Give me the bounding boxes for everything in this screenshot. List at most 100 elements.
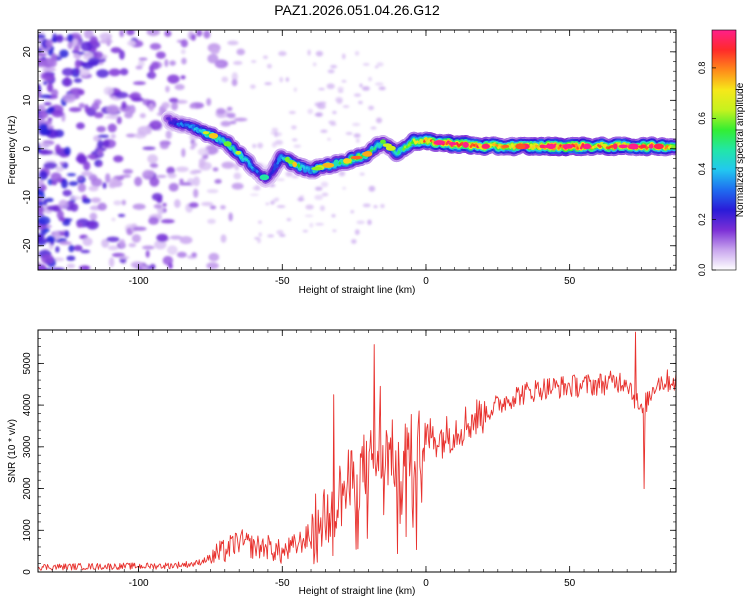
noise-blob xyxy=(91,102,100,111)
noise-blob xyxy=(342,105,350,108)
noise-blob xyxy=(86,154,96,159)
noise-blob xyxy=(206,189,219,194)
noise-blob xyxy=(304,214,314,217)
noise-blob xyxy=(233,117,248,122)
noise-blob xyxy=(77,176,83,180)
noise-blob xyxy=(132,81,146,86)
noise-blob xyxy=(251,60,257,63)
noise-blob xyxy=(149,120,163,131)
noise-blob xyxy=(352,122,361,127)
noise-blob xyxy=(180,49,186,55)
noise-blob xyxy=(220,120,232,127)
noise-blob xyxy=(252,143,257,149)
noise-blob xyxy=(181,148,186,158)
y-tick-label: 3000 xyxy=(22,435,33,458)
ridge-hotspot xyxy=(208,132,219,139)
noise-blob xyxy=(80,41,93,52)
noise-blob xyxy=(321,192,329,197)
noise-blob xyxy=(97,139,104,149)
noise-blob xyxy=(63,93,76,103)
noise-blob xyxy=(148,103,155,112)
noise-blob xyxy=(161,102,170,109)
noise-blob xyxy=(332,229,337,232)
noise-blob xyxy=(197,148,209,156)
noise-blob xyxy=(77,183,87,193)
noise-blob xyxy=(102,139,110,148)
y-tick-label: 0 xyxy=(22,146,33,152)
noise-blob xyxy=(367,219,372,226)
ridge-hotspot xyxy=(311,166,323,171)
noise-blob xyxy=(150,70,155,80)
noise-blob xyxy=(198,157,206,168)
noise-blob xyxy=(226,106,233,112)
noise-blob xyxy=(149,176,160,187)
noise-blob xyxy=(309,222,314,228)
noise-blob xyxy=(265,202,269,206)
ridge-hotspot xyxy=(223,141,232,147)
noise-blob xyxy=(111,252,125,258)
noise-blob xyxy=(257,142,264,149)
noise-blob xyxy=(156,174,167,178)
snr-ylabel: SNR (10 * v/v) xyxy=(7,419,18,483)
ridge-hotspot xyxy=(481,143,490,149)
noise-blob xyxy=(189,170,199,175)
noise-blob xyxy=(122,169,134,174)
noise-blob xyxy=(66,33,74,43)
noise-blob xyxy=(54,144,61,154)
colorbar-ticks: 0.0 0.2 0.4 0.6 0.8 xyxy=(697,62,716,276)
noise-blob xyxy=(68,244,75,253)
noise-blob xyxy=(108,68,121,77)
noise-blob xyxy=(153,204,163,209)
noise-blob xyxy=(353,133,361,138)
noise-blob xyxy=(276,229,284,235)
noise-blob xyxy=(59,49,69,58)
noise-blob xyxy=(106,104,120,115)
noise-blob xyxy=(38,145,42,154)
noise-blob xyxy=(286,218,292,221)
noise-blob xyxy=(350,210,355,214)
noise-blob xyxy=(188,202,199,208)
colorbar-tick-label: 0.6 xyxy=(697,112,707,125)
noise-blob xyxy=(368,185,376,192)
noise-blob xyxy=(50,172,62,182)
noise-blob xyxy=(82,197,92,204)
noise-blob xyxy=(336,98,343,104)
noise-blob xyxy=(62,219,71,226)
noise-blob xyxy=(38,170,48,181)
noise-blob xyxy=(318,88,325,91)
noise-blob xyxy=(59,241,72,246)
noise-blob xyxy=(121,101,127,110)
noise-blob xyxy=(64,230,70,238)
noise-blob xyxy=(307,108,314,115)
noise-blob xyxy=(193,188,199,198)
noise-blob xyxy=(138,57,148,61)
x-tick-label: 50 xyxy=(564,578,576,589)
noise-blob xyxy=(110,133,116,139)
noise-blob xyxy=(345,132,353,135)
noise-blob xyxy=(362,203,371,208)
noise-blob xyxy=(262,55,268,59)
x-tick-label: -50 xyxy=(275,578,290,589)
noise-blob xyxy=(118,255,130,260)
noise-blob xyxy=(80,249,91,254)
noise-blob xyxy=(59,161,65,165)
noise-blob xyxy=(326,83,335,90)
noise-blob xyxy=(117,213,126,218)
noise-blob xyxy=(108,257,115,268)
noise-blob xyxy=(55,166,64,173)
noise-blob xyxy=(66,173,77,177)
noise-blob xyxy=(110,47,122,54)
noise-blob xyxy=(131,97,145,102)
ridge-hotspot xyxy=(629,144,637,149)
noise-blob xyxy=(354,50,360,56)
noise-blob xyxy=(135,65,143,70)
noise-blob xyxy=(181,57,187,65)
noise-blob xyxy=(156,196,163,204)
noise-blob xyxy=(320,181,329,188)
noise-blob xyxy=(45,39,53,48)
noise-blob xyxy=(96,69,109,78)
colorbar-tick-label: 0.2 xyxy=(697,213,707,226)
noise-blob xyxy=(45,197,54,203)
noise-blob xyxy=(88,221,96,228)
